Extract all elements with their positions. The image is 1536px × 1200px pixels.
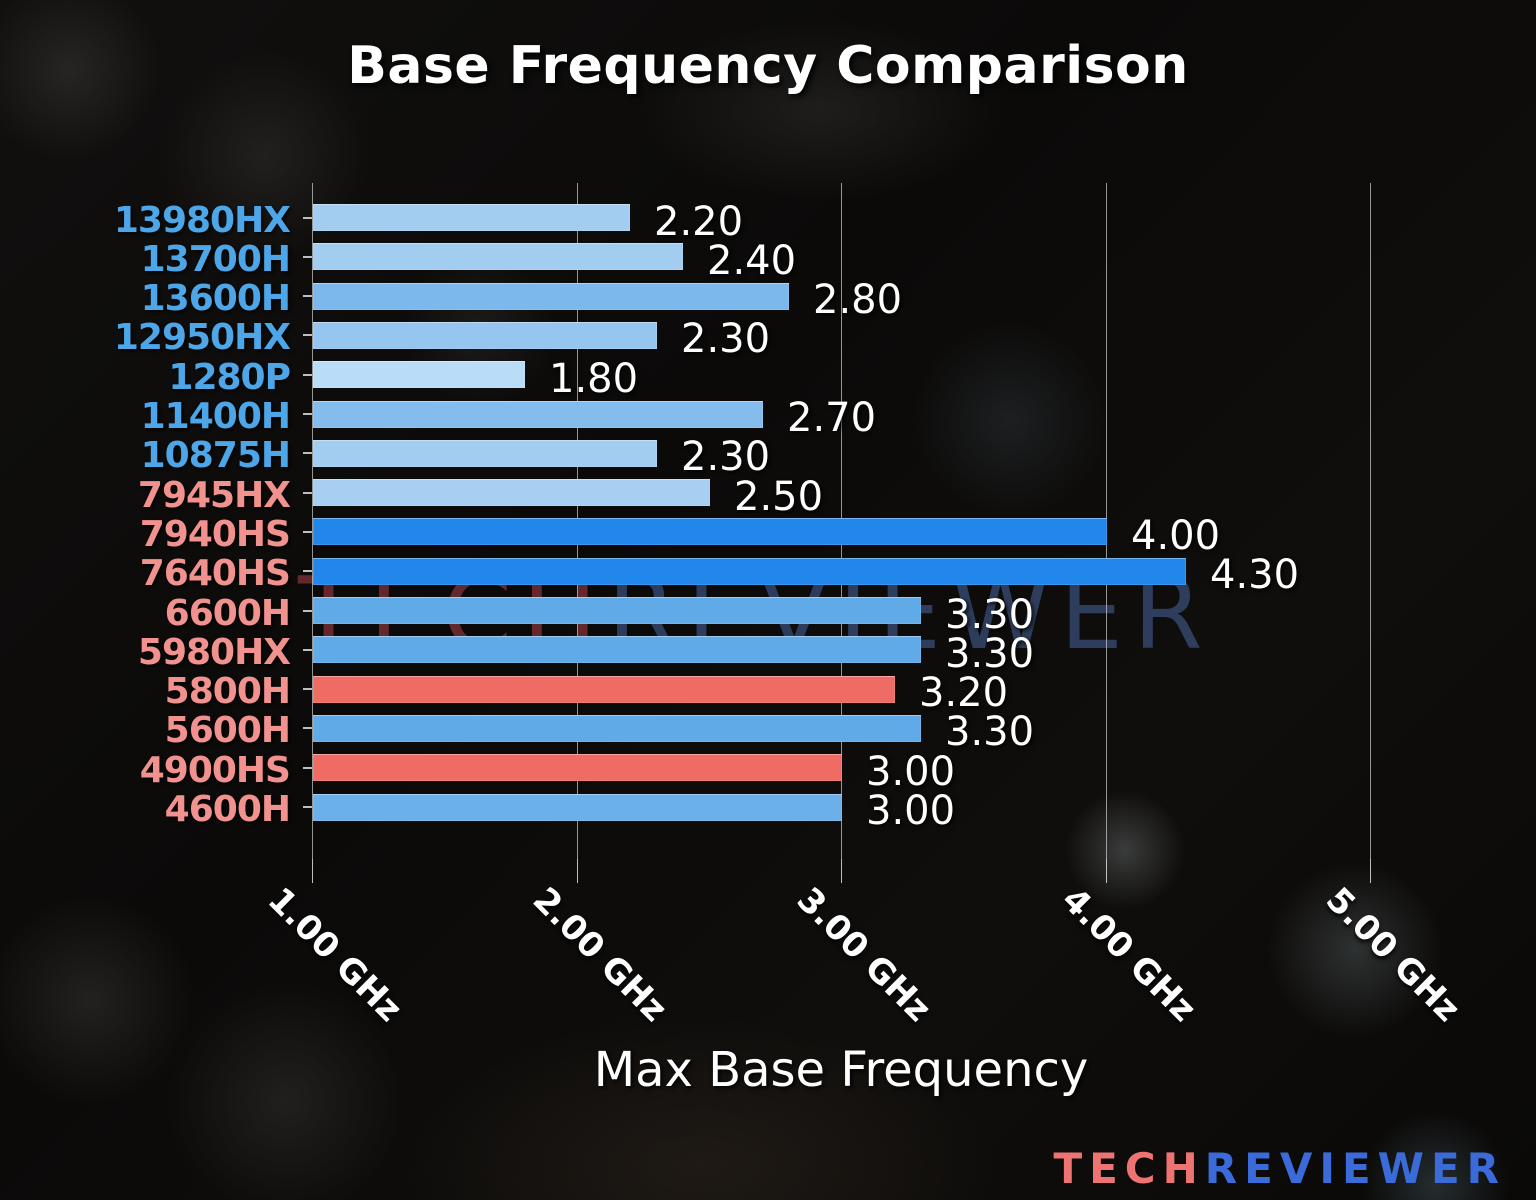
value-label-7940hs: 4.00 <box>1131 512 1221 559</box>
bar-13600h <box>313 282 789 310</box>
y-tick-mark <box>303 609 312 612</box>
bar-11400h <box>313 400 763 428</box>
y-tick-mark <box>303 806 312 808</box>
category-label-7940hs: 7940HS <box>139 513 291 555</box>
value-label-5980hx: 3.30 <box>945 630 1035 677</box>
x-tick-mark <box>1106 859 1107 883</box>
category-label-5980hx: 5980HX <box>137 631 291 673</box>
bar-10875h <box>313 439 657 467</box>
y-tick-mark <box>303 648 312 651</box>
x-tick-mark <box>312 859 313 883</box>
bar-12950hx <box>313 321 657 349</box>
logo-tech: TECH <box>1053 1144 1205 1193</box>
y-tick-mark <box>303 530 312 533</box>
value-label-6600h: 3.30 <box>945 591 1035 638</box>
y-tick-mark <box>303 255 312 258</box>
value-label-7945hx: 2.50 <box>734 473 824 520</box>
x-tick-mark <box>841 859 842 883</box>
bar-1280p <box>313 361 525 389</box>
y-tick-mark <box>303 216 312 219</box>
y-tick-mark <box>303 373 312 376</box>
x-tick-mark <box>1370 859 1371 883</box>
bar-5600h <box>313 714 921 742</box>
category-label-5600h: 5600H <box>164 710 291 752</box>
category-label-13700h: 13700H <box>140 238 291 280</box>
y-tick-mark <box>303 570 312 573</box>
category-label-4600h: 4600H <box>164 789 291 830</box>
category-label-5800h: 5800H <box>164 671 291 713</box>
gridline-5.00-ghz <box>1370 183 1371 859</box>
bar-5980hx <box>313 636 921 664</box>
value-label-4600h: 3.00 <box>866 788 956 834</box>
y-tick-mark <box>303 295 312 298</box>
bar-7640hs <box>313 557 1186 585</box>
gridline-1.00-ghz <box>312 183 313 859</box>
category-label-11400h: 11400H <box>140 396 291 437</box>
category-label-7945hx: 7945HX <box>137 474 291 516</box>
y-tick-mark <box>303 688 312 691</box>
y-tick-mark <box>303 452 312 455</box>
value-label-13600h: 2.80 <box>813 277 903 324</box>
bar-7945hx <box>313 479 710 507</box>
value-label-11400h: 2.70 <box>787 395 877 441</box>
y-tick-mark <box>303 727 312 730</box>
value-label-13700h: 2.40 <box>707 237 797 284</box>
value-label-5800h: 3.20 <box>919 670 1009 717</box>
x-axis-title: Max Base Frequency <box>593 1042 1089 1098</box>
bar-4900hs <box>313 754 842 782</box>
category-label-13600h: 13600H <box>140 278 291 320</box>
bar-5800h <box>313 675 895 703</box>
value-label-10875h: 2.30 <box>681 434 771 481</box>
value-label-5600h: 3.30 <box>945 709 1035 756</box>
bar-13700h <box>313 243 683 271</box>
x-tick-mark <box>577 859 578 883</box>
y-tick-mark <box>303 334 312 337</box>
techreviewer-logo: TECHREVIEWER <box>1053 1148 1506 1190</box>
value-label-4900hs: 3.00 <box>866 748 956 795</box>
value-label-12950hx: 2.30 <box>681 316 771 363</box>
bar-6600h <box>313 597 921 624</box>
value-label-13980hx: 2.20 <box>654 198 744 245</box>
bar-7940hs <box>313 518 1107 546</box>
category-label-7640hs: 7640HS <box>139 553 291 595</box>
logo-reviewer: REVIEWER <box>1204 1144 1506 1193</box>
category-label-13980hx: 13980HX <box>113 199 291 241</box>
category-label-1280p: 1280P <box>168 356 291 398</box>
value-label-7640hs: 4.30 <box>1210 552 1300 599</box>
bar-13980hx <box>313 204 630 231</box>
category-label-12950hx: 12950HX <box>113 317 291 359</box>
y-tick-mark <box>303 766 312 769</box>
chart-title: Base Frequency Comparison <box>347 36 1189 96</box>
category-label-10875h: 10875H <box>140 435 291 477</box>
y-tick-mark <box>303 491 312 494</box>
bar-4600h <box>313 793 842 821</box>
y-tick-mark <box>303 413 312 415</box>
category-label-6600h: 6600H <box>164 592 291 634</box>
value-label-1280p: 1.80 <box>549 355 639 402</box>
category-label-4900hs: 4900HS <box>139 749 291 791</box>
